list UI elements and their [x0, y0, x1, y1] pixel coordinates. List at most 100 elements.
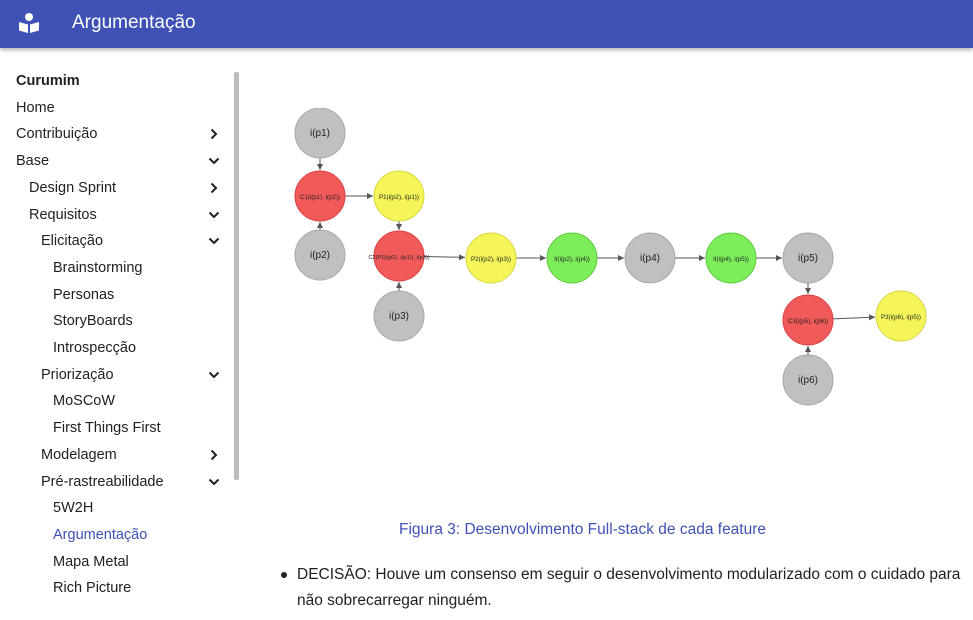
- diagram-node-circle: [465, 232, 517, 284]
- diagram-node-circle: [782, 294, 834, 346]
- sidebar-item-brainstorming[interactable]: Brainstorming: [0, 255, 228, 281]
- diagram-node-circle: [294, 170, 346, 222]
- diagram-node-circle: [373, 230, 425, 282]
- sidebar-item-label: Priorização: [41, 366, 114, 383]
- sidebar-item-label: Home: [16, 99, 55, 116]
- chevron-right-icon[interactable]: [206, 126, 222, 142]
- sidebar-item-design-sprint[interactable]: Design Sprint: [0, 175, 228, 201]
- sidebar-item-label: MoSCoW: [53, 393, 116, 410]
- diagram-node: C1(i(p1), i(p2)): [294, 170, 346, 222]
- sidebar-item-label: Pré-rastreabilidade: [41, 473, 164, 490]
- sidebar-item-contribuicao[interactable]: Contribuição: [0, 121, 228, 147]
- diagram-node: i(p4): [624, 232, 676, 284]
- sidebar-item-base[interactable]: Base: [0, 148, 228, 174]
- sidebar-item-label: Curumim: [16, 73, 80, 89]
- sidebar-item-pre-rastreabilidade[interactable]: Pré-rastreabilidade: [0, 469, 228, 495]
- sidebar-item-label: Design Sprint: [29, 179, 117, 196]
- diagram-node-circle: [546, 232, 598, 284]
- chevron-right-icon[interactable]: [206, 180, 222, 196]
- argumentation-diagram: i(p1) C1(i(p1), i(p2)) i(p2) P1(i(p2), i(p1…: [294, 108, 927, 406]
- sidebar-item-label: Personas: [53, 286, 115, 303]
- sidebar-item-mapa-metal[interactable]: Mapa Metal: [0, 549, 228, 575]
- sidebar-scrollbar[interactable]: [234, 72, 239, 480]
- diagram-node: P1(i(p2), i(p1)): [373, 170, 425, 222]
- diagram-node-circle: [294, 229, 346, 281]
- diagram-node-circle: [624, 232, 676, 284]
- sidebar-item-label: Modelagem: [41, 446, 117, 463]
- diagram-node-circle: [782, 232, 834, 284]
- chevron-down-icon[interactable]: [206, 233, 222, 249]
- diagram-node-label: i(p3): [389, 311, 409, 322]
- book-reader-icon[interactable]: [18, 12, 40, 34]
- diagram-node-label: C3(i(p5), i(p6)): [788, 318, 828, 325]
- diagram-edge: [832, 314, 876, 321]
- sidebar-item-label: Argumentação: [53, 526, 148, 543]
- sidebar-item-label: Brainstorming: [53, 259, 143, 276]
- diagram-node: i(p1): [294, 108, 346, 159]
- sidebar-item-introspeccao[interactable]: Introspecção: [0, 335, 228, 361]
- chevron-down-icon[interactable]: [206, 153, 222, 169]
- diagram-node: i(p6): [782, 354, 834, 406]
- diagram-node-label: i(p1): [310, 128, 330, 139]
- sidebar-item-label: StoryBoards: [53, 313, 133, 330]
- diagram-node: P3(i(p6), i(p5)): [875, 290, 927, 342]
- diagram-node: C2(P1(i(p2), i(p1)), i(p3)): [368, 230, 430, 282]
- decision-bullet: DECISÃO: Houve um consenso em seguir o d…: [280, 562, 970, 614]
- diagram-node: i(p3): [373, 290, 425, 342]
- chevron-down-icon[interactable]: [206, 367, 222, 383]
- sidebar-item-label: Requisitos: [29, 206, 97, 223]
- sidebar-item-requisitos[interactable]: Requisitos: [0, 202, 228, 228]
- diagram-node: i(p5): [782, 232, 834, 284]
- sidebar-item-storyboards[interactable]: StoryBoards: [0, 308, 228, 334]
- diagram-node: P2(i(p2), i(p3)): [465, 232, 517, 284]
- diagram-node-label: i(p2): [310, 250, 330, 261]
- diagram-node-label: P1(i(p2), i(p1)): [379, 194, 419, 201]
- diagram-node-circle: [294, 108, 346, 159]
- sidebar-item-label: Mapa Metal: [53, 553, 129, 570]
- diagram-node-circle: [875, 290, 927, 342]
- sidebar-item-label: Rich Picture: [53, 580, 132, 597]
- diagram-node-circle: [705, 232, 757, 284]
- sidebar-item-argumentacao[interactable]: Argumentação: [0, 522, 228, 548]
- app-bar: Argumentação: [0, 0, 973, 48]
- chevron-down-icon[interactable]: [206, 474, 222, 490]
- diagram-node-circle: [373, 170, 425, 222]
- sidebar-item-modelagem[interactable]: Modelagem: [0, 442, 228, 468]
- sidebar-item-label: Contribuição: [16, 126, 98, 143]
- diagram-node-label: i(p5): [798, 253, 818, 264]
- diagram-node: i(p2): [294, 229, 346, 281]
- sidebar-item-personas[interactable]: Personas: [0, 282, 228, 308]
- sidebar: Curumim Home Contribuição Base Design Sprint…: [0, 48, 236, 620]
- diagram-node: It(i(p2), i(p4)): [546, 232, 598, 284]
- diagram-node-label: It(i(p4), i(p5)): [713, 256, 749, 263]
- sidebar-item-first-things-first[interactable]: First Things First: [0, 415, 228, 441]
- page-title: Argumentação: [72, 12, 196, 33]
- chevron-right-icon[interactable]: [206, 447, 222, 463]
- diagram-node-circle: [373, 290, 425, 342]
- sidebar-item-moscow[interactable]: MoSCoW: [0, 388, 228, 414]
- diagram-node-label: C1(i(p1), i(p2)): [300, 194, 340, 201]
- diagram-node-label: It(i(p2), i(p4)): [554, 256, 590, 263]
- diagram-node: It(i(p4), i(p5)): [705, 232, 757, 284]
- sidebar-item-label: 5W2H: [53, 500, 94, 517]
- diagram-node: C3(i(p5), i(p6)): [782, 294, 834, 346]
- diagram-edge: [423, 254, 466, 261]
- sidebar-item-elicitacao[interactable]: Elicitação: [0, 228, 228, 254]
- sidebar-item-rich-picture[interactable]: Rich Picture: [0, 575, 228, 601]
- chevron-down-icon[interactable]: [206, 207, 222, 223]
- bullet-list: DECISÃO: Houve um consenso em seguir o d…: [280, 562, 970, 614]
- sidebar-item-priorizacao[interactable]: Priorização: [0, 362, 228, 388]
- sidebar-item-5w2h[interactable]: 5W2H: [0, 495, 228, 521]
- figure-caption: Figura 3: Desenvolvimento Full-stack de …: [399, 521, 767, 538]
- sidebar-item-label: Introspecção: [53, 340, 137, 356]
- sidebar-item-label: First Things First: [53, 420, 161, 437]
- diagram-node-label: P3(i(p6), i(p5)): [881, 314, 921, 321]
- diagram-node-label: C2(P1(i(p2), i(p1)), i(p3)): [368, 255, 429, 261]
- diagram-node-label: P2(i(p2), i(p3)): [471, 256, 511, 263]
- diagram-node-label: i(p4): [640, 253, 660, 264]
- sidebar-item-label: Elicitação: [41, 233, 104, 250]
- sidebar-item-home[interactable]: Home: [0, 95, 228, 121]
- sidebar-item-label: Base: [16, 153, 50, 170]
- sidebar-item-curumim[interactable]: Curumim: [0, 68, 228, 94]
- diagram-node-circle: [782, 354, 834, 406]
